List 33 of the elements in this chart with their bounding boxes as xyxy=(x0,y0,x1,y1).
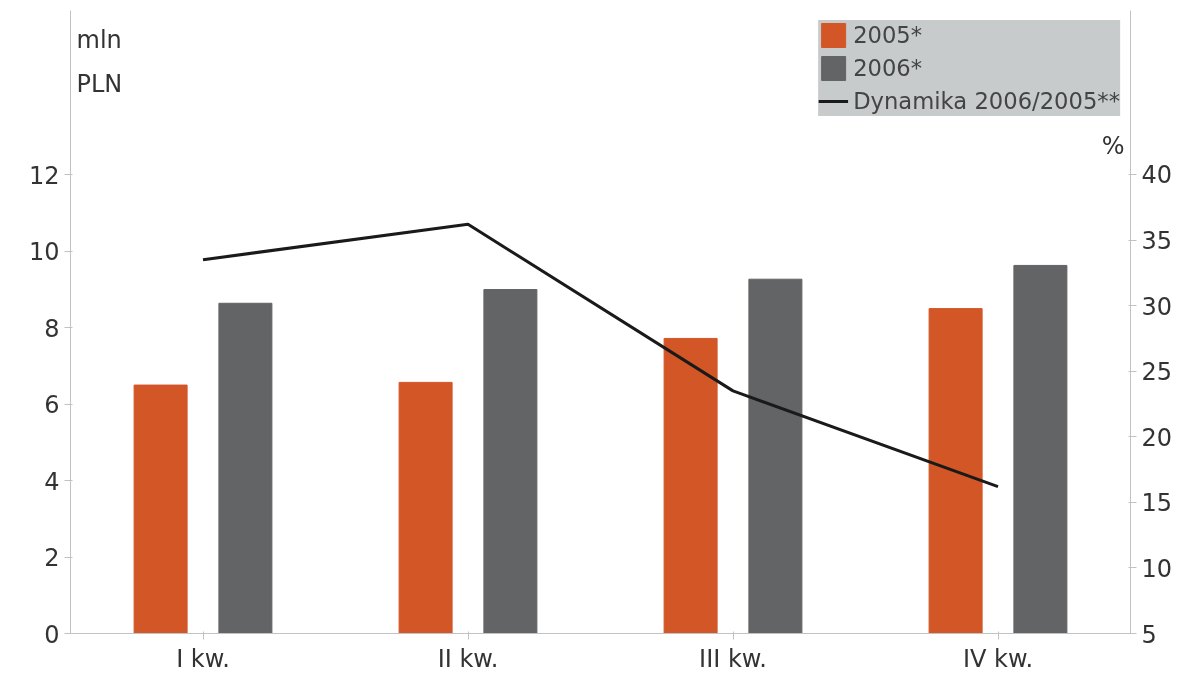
y2-tick-label: 10 xyxy=(1141,554,1173,583)
x-tick-label: IV kw. xyxy=(962,644,1034,673)
y2-axis-title: % xyxy=(1101,132,1125,161)
bar xyxy=(133,384,188,634)
y-tick-label: 4 xyxy=(44,467,60,496)
y-tick-label: 8 xyxy=(44,314,60,343)
bar xyxy=(1013,264,1068,634)
x-tick-label: III kw. xyxy=(699,644,767,673)
bar xyxy=(748,278,803,634)
bar xyxy=(663,337,718,634)
bar xyxy=(928,308,983,634)
legend-label: 2005* xyxy=(853,22,923,48)
y2-tick-label: 40 xyxy=(1141,161,1173,190)
y2-tick-label: 30 xyxy=(1141,292,1173,321)
y-tick-label: 6 xyxy=(44,391,60,420)
y-tick-label: 12 xyxy=(28,161,60,190)
x-tick-label: I kw. xyxy=(176,644,230,673)
legend-label: Dynamika 2006/2005** xyxy=(853,88,1120,114)
y2-tick-label: 20 xyxy=(1141,423,1173,452)
x-tick-label: II kw. xyxy=(437,644,499,673)
y2-tick-label: 15 xyxy=(1141,489,1173,518)
y-axis-title: mln PLN xyxy=(76,26,123,98)
legend-label: 2006* xyxy=(853,55,923,81)
y2-tick-label: 25 xyxy=(1141,358,1173,387)
y-tick-label: 2 xyxy=(44,544,60,573)
y2-tick-label: 35 xyxy=(1141,227,1173,256)
y-tick-label: 0 xyxy=(44,620,60,649)
line-series xyxy=(201,222,1000,489)
bar xyxy=(483,289,538,634)
bar xyxy=(398,381,453,634)
y2-tick-label: 5 xyxy=(1141,620,1157,649)
bar xyxy=(218,302,273,634)
y-tick-label: 10 xyxy=(28,238,60,267)
